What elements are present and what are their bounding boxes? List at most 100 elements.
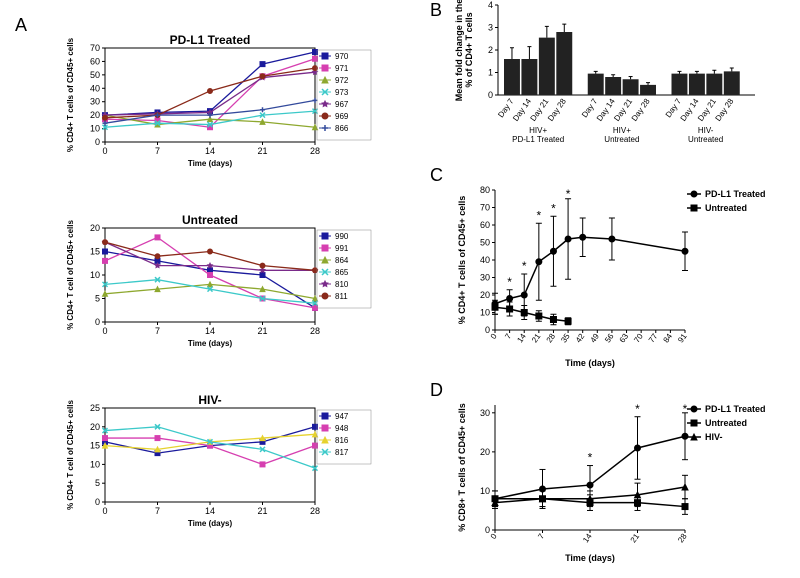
svg-text:28: 28 [310, 326, 320, 336]
svg-text:0: 0 [95, 317, 100, 327]
svg-text:969: 969 [335, 112, 349, 121]
svg-text:40: 40 [90, 83, 100, 93]
svg-text:56: 56 [603, 332, 616, 345]
svg-text:91: 91 [676, 332, 689, 345]
svg-text:0: 0 [489, 332, 499, 341]
label-B: B [430, 0, 442, 21]
svg-text:28: 28 [545, 332, 558, 345]
label-D: D [430, 380, 443, 401]
svg-text:PD-L1 Treated: PD-L1 Treated [512, 135, 564, 144]
svg-text:20: 20 [90, 223, 100, 233]
svg-text:30: 30 [480, 408, 490, 418]
svg-text:*: * [588, 451, 593, 465]
svg-text:14: 14 [515, 332, 528, 345]
svg-text:4: 4 [488, 0, 493, 10]
svg-text:% CD4+ T cell of CD45+ cells: % CD4+ T cell of CD45+ cells [66, 220, 75, 330]
svg-text:Day 28: Day 28 [630, 97, 652, 123]
svg-text:*: * [566, 187, 571, 201]
svg-text:20: 20 [90, 110, 100, 120]
svg-text:817: 817 [335, 448, 349, 457]
panelA-chart-0: 07142128010203040506070PD-L1 Treated% CD… [55, 30, 375, 170]
svg-text:70: 70 [480, 203, 490, 213]
svg-text:Time (days): Time (days) [188, 159, 233, 168]
svg-text:Untreated: Untreated [688, 135, 723, 144]
svg-text:990: 990 [335, 232, 349, 241]
svg-text:991: 991 [335, 244, 349, 253]
svg-text:42: 42 [574, 332, 587, 345]
svg-text:14: 14 [205, 506, 215, 516]
svg-text:14: 14 [581, 532, 594, 545]
svg-text:Time (days): Time (days) [565, 358, 615, 368]
svg-text:*: * [683, 402, 688, 416]
svg-text:Untreated: Untreated [604, 135, 639, 144]
svg-text:Time (days): Time (days) [188, 519, 233, 528]
svg-text:Mean fold change in the: Mean fold change in the [454, 0, 464, 101]
svg-text:864: 864 [335, 256, 349, 265]
svg-text:0: 0 [102, 506, 107, 516]
panelA-chart-1: 0714212805101520Untreated% CD4+ T cell o… [55, 210, 375, 350]
svg-text:PD-L1 Treated: PD-L1 Treated [705, 404, 766, 414]
svg-text:7: 7 [155, 506, 160, 516]
svg-text:20: 20 [90, 422, 100, 432]
svg-text:84: 84 [662, 332, 675, 345]
svg-text:30: 30 [480, 273, 490, 283]
svg-text:77: 77 [647, 332, 660, 345]
svg-text:947: 947 [335, 412, 349, 421]
svg-text:% CD4+ T cells of CD45+ cells: % CD4+ T cells of CD45+ cells [457, 196, 467, 325]
svg-text:7: 7 [155, 146, 160, 156]
panel-B-chart: 01234Mean fold change in the% of CD4+ T … [450, 0, 760, 155]
svg-text:*: * [507, 275, 512, 289]
svg-text:70: 70 [90, 43, 100, 53]
svg-text:816: 816 [335, 436, 349, 445]
svg-text:49: 49 [588, 332, 601, 345]
svg-text:28: 28 [676, 532, 689, 545]
svg-text:865: 865 [335, 268, 349, 277]
svg-text:2: 2 [488, 45, 493, 55]
svg-text:7: 7 [155, 326, 160, 336]
svg-text:50: 50 [480, 238, 490, 248]
panel-C-chart: 0102030405060708007142128354249566370778… [450, 180, 780, 375]
svg-text:5: 5 [95, 294, 100, 304]
panel-D-chart: 010203007142128% CD8+ T cells of CD45+ c… [450, 395, 780, 570]
svg-text:10: 10 [480, 308, 490, 318]
svg-text:50: 50 [90, 70, 100, 80]
svg-text:63: 63 [618, 332, 631, 345]
svg-text:Day 28: Day 28 [714, 97, 736, 123]
svg-text:866: 866 [335, 124, 349, 133]
svg-text:60: 60 [480, 220, 490, 230]
svg-text:20: 20 [480, 447, 490, 457]
svg-text:40: 40 [480, 255, 490, 265]
svg-text:15: 15 [90, 441, 100, 451]
svg-text:0: 0 [95, 497, 100, 507]
svg-text:21: 21 [530, 332, 543, 345]
svg-text:% of CD4+ T cells: % of CD4+ T cells [464, 12, 474, 87]
svg-text:PD-L1 Treated: PD-L1 Treated [170, 33, 251, 47]
svg-text:21: 21 [257, 326, 267, 336]
svg-text:28: 28 [310, 506, 320, 516]
svg-text:948: 948 [335, 424, 349, 433]
svg-text:Untreated: Untreated [182, 213, 238, 227]
svg-text:0: 0 [488, 90, 493, 100]
svg-text:Untreated: Untreated [705, 203, 747, 213]
svg-text:7: 7 [503, 332, 513, 341]
svg-text:10: 10 [90, 459, 100, 469]
label-A: A [15, 15, 27, 36]
svg-text:21: 21 [257, 506, 267, 516]
svg-text:HIV+: HIV+ [529, 126, 547, 135]
svg-text:971: 971 [335, 64, 349, 73]
svg-text:*: * [522, 259, 527, 273]
svg-text:0: 0 [102, 146, 107, 156]
svg-text:28: 28 [310, 146, 320, 156]
panelA-chart-2: 071421280510152025HIV-% CD4+ T cell of C… [55, 390, 375, 530]
svg-text:21: 21 [629, 532, 642, 545]
svg-text:5: 5 [95, 478, 100, 488]
svg-text:HIV-: HIV- [698, 126, 714, 135]
svg-text:7: 7 [536, 532, 546, 541]
svg-text:35: 35 [559, 332, 572, 345]
svg-text:% CD4+ T cells of CD45+ cells: % CD4+ T cells of CD45+ cells [66, 37, 75, 152]
svg-text:973: 973 [335, 88, 349, 97]
svg-text:970: 970 [335, 52, 349, 61]
svg-text:967: 967 [335, 100, 349, 109]
svg-text:70: 70 [632, 332, 645, 345]
svg-text:15: 15 [90, 247, 100, 257]
